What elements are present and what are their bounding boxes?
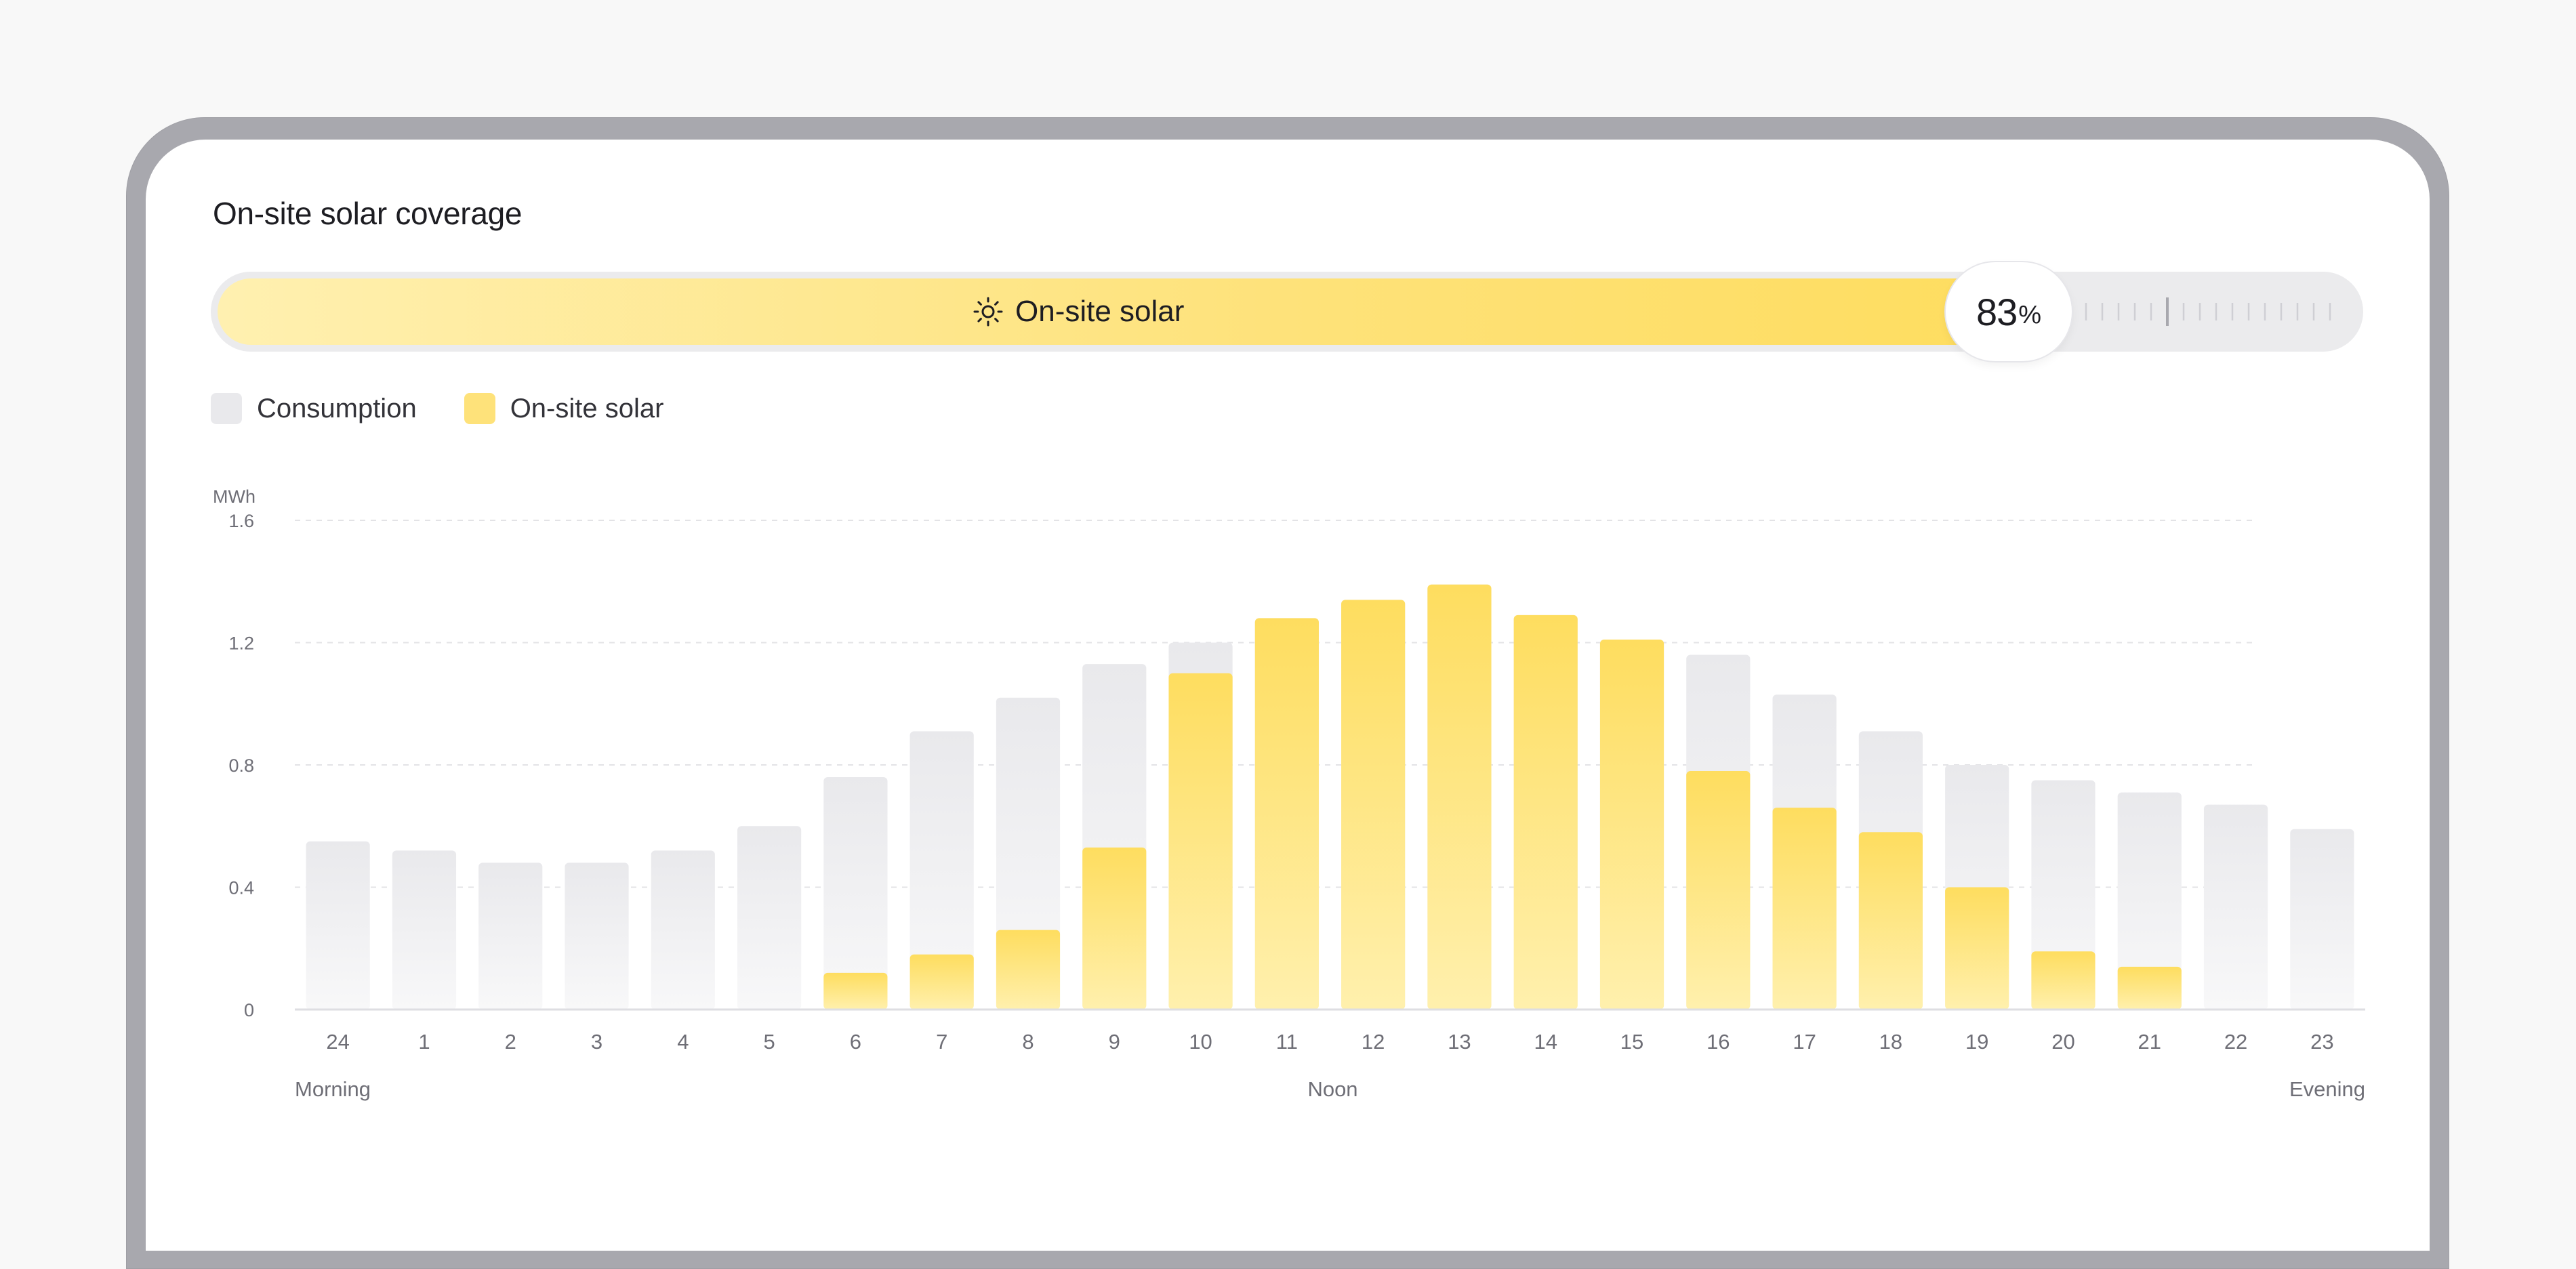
bar-solar <box>1686 771 1751 1010</box>
x-tick-label: 9 <box>1109 1030 1120 1054</box>
bar-consumption <box>909 731 974 1010</box>
bar-consumption <box>2290 829 2354 1010</box>
legend-swatch-consumption <box>211 393 242 424</box>
y-axis-unit-label: MWh <box>213 486 255 507</box>
coverage-scale-ticks <box>2085 297 2331 326</box>
bar-consumption <box>306 841 370 1010</box>
bar-solar <box>1772 808 1837 1010</box>
x-tick-label: 12 <box>1362 1030 1385 1054</box>
bar-solar <box>1082 847 1147 1010</box>
card-title: On-site solar coverage <box>213 196 523 231</box>
bar-solar <box>1168 673 1233 1010</box>
x-tick-label: 2 <box>505 1030 516 1054</box>
x-tick-label: 11 <box>1276 1030 1298 1054</box>
legend-item-solar: On-site solar <box>464 393 664 424</box>
y-tick-label: 1.2 <box>228 633 254 654</box>
bar-solar <box>1427 584 1492 1010</box>
bar-consumption <box>478 862 543 1010</box>
bar-solar <box>1254 618 1319 1010</box>
x-tick-label: 17 <box>1793 1030 1816 1054</box>
bar-solar <box>2117 966 2182 1010</box>
bar-solar <box>2031 951 2095 1010</box>
bar-consumption <box>2203 804 2268 1010</box>
bar-consumption <box>651 850 715 1010</box>
bar-solar <box>1341 600 1406 1010</box>
period-label-evening: Evening <box>2289 1077 2365 1101</box>
x-tick-label: 19 <box>1965 1030 1988 1054</box>
sun-icon <box>973 297 1003 327</box>
x-tick-label: 6 <box>850 1030 861 1054</box>
x-tick-label: 7 <box>936 1030 947 1054</box>
coverage-percent-sign: % <box>2018 300 2042 329</box>
x-tick-label: 20 <box>2051 1030 2074 1054</box>
bar-solar <box>1599 639 1664 1010</box>
bar-solar <box>909 954 974 1010</box>
y-tick-label: 0.4 <box>228 878 254 898</box>
coverage-label-text: On-site solar <box>1015 295 1185 328</box>
bar-consumption <box>823 777 888 1010</box>
x-tick-label: 14 <box>1534 1030 1557 1054</box>
x-tick-label: 8 <box>1022 1030 1034 1054</box>
coverage-percent-handle[interactable]: 83% <box>1946 262 2072 361</box>
x-tick-label: 21 <box>2138 1030 2161 1054</box>
x-tick-label: 3 <box>591 1030 602 1054</box>
x-tick-label: 1 <box>418 1030 430 1054</box>
x-tick-label: 5 <box>763 1030 775 1054</box>
x-tick-label: 18 <box>1879 1030 1902 1054</box>
x-tick-label: 13 <box>1448 1030 1471 1054</box>
y-tick-label: 0.8 <box>228 755 254 776</box>
legend-label-consumption: Consumption <box>257 393 417 423</box>
x-tick-label: 15 <box>1620 1030 1643 1054</box>
y-tick-label: 0 <box>244 1000 254 1020</box>
bar-solar <box>1513 615 1578 1010</box>
y-tick-label: 1.6 <box>228 511 254 531</box>
x-tick-label: 22 <box>2224 1030 2247 1054</box>
legend-item-consumption: Consumption <box>211 393 417 424</box>
bar-consumption <box>737 826 802 1010</box>
coverage-bar-fill <box>218 278 1992 345</box>
bar-consumption <box>2117 792 2182 1010</box>
period-label-morning: Morning <box>295 1077 371 1101</box>
x-tick-label: 23 <box>2310 1030 2333 1054</box>
bar-solar <box>996 930 1061 1010</box>
legend: Consumption On-site solar <box>211 393 663 424</box>
period-label-noon: Noon <box>1307 1077 1357 1101</box>
bar-solar <box>1858 832 1923 1010</box>
coverage-percent-value: 83 <box>1976 290 2018 333</box>
x-tick-label: 10 <box>1189 1030 1212 1054</box>
x-tick-label: 24 <box>326 1030 349 1054</box>
bar-consumption <box>392 850 457 1010</box>
legend-swatch-solar <box>464 393 495 424</box>
bar-solar <box>1945 887 2009 1010</box>
legend-label-solar: On-site solar <box>510 393 664 423</box>
bar-solar <box>823 972 888 1010</box>
bar-consumption <box>565 862 629 1010</box>
x-tick-label: 4 <box>677 1030 689 1054</box>
x-tick-label: 16 <box>1706 1030 1730 1054</box>
coverage-label: On-site solar <box>972 272 1184 352</box>
